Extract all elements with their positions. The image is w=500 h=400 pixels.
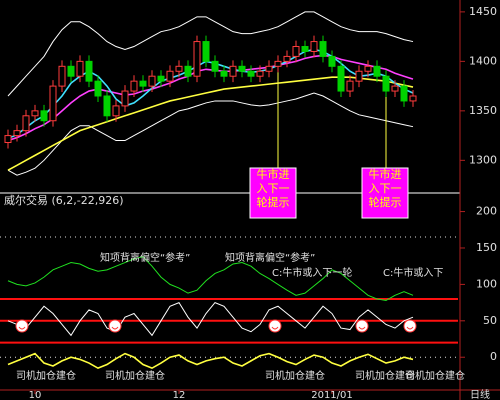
candle-body [157, 75, 165, 82]
y-tick-label: 1400 [469, 54, 497, 67]
x-tick-label: 2011/01 [311, 390, 353, 400]
series-line [7, 352, 414, 370]
signal-icon [355, 319, 369, 333]
candle-body [328, 55, 336, 67]
candle-body [202, 41, 210, 62]
candle-body [373, 65, 381, 77]
y-tick-label: 100 [476, 277, 497, 290]
annotation-line: 牛市进 [369, 167, 402, 181]
candle-body [409, 95, 417, 102]
period-label: 日线 [470, 388, 490, 400]
signal-smile [18, 326, 26, 330]
candle-body [67, 65, 75, 77]
annotation-box [361, 167, 409, 219]
y-tick-label: 200 [476, 205, 497, 218]
annotation: 司机加仓建仓 [105, 369, 165, 382]
candle-body [139, 80, 147, 87]
candle-body [382, 75, 390, 92]
annotation: 牛市进入下一轮提示 [369, 167, 402, 209]
series-line [7, 256, 414, 301]
y-tick-label: 1350 [469, 104, 497, 117]
annotation: 司机加仓建仓 [405, 369, 465, 382]
candle-body [103, 95, 111, 117]
candle-body [40, 110, 48, 122]
annotation-line: 入下一 [369, 182, 402, 195]
y-tick-label: 0 [490, 350, 497, 363]
candle-body [301, 46, 309, 52]
y-tick-label: 1300 [469, 153, 497, 166]
y-tick-label: 150 [476, 241, 497, 254]
signal-smile [111, 326, 119, 330]
candle-body [121, 90, 129, 107]
series-line [7, 11, 414, 97]
candle-body [247, 70, 255, 77]
candle-body [391, 85, 399, 92]
candle-body [94, 80, 102, 97]
candle-body [364, 65, 372, 72]
candle-body [265, 65, 273, 72]
signal-smile [358, 326, 366, 330]
candle-body [148, 75, 156, 87]
candle-body [85, 60, 93, 82]
y-tick-label: 50 [483, 314, 497, 327]
candle-body [130, 80, 138, 92]
candle-body [319, 41, 327, 57]
candle-body [13, 130, 21, 137]
candle-body [355, 70, 363, 82]
annotation: 司机加仓建仓 [265, 369, 325, 382]
candle-body [310, 41, 318, 52]
annotation-line: 轮提示 [369, 195, 402, 209]
annotation-line: 轮提示 [257, 195, 290, 209]
candle-body [346, 80, 354, 92]
candle-body [220, 70, 228, 77]
signal-smile [406, 326, 414, 330]
signal-icon [15, 319, 29, 333]
candle-body [211, 60, 219, 72]
candle-body [76, 60, 84, 77]
signal-icon [268, 319, 282, 333]
x-tick-label: 12 [173, 390, 186, 400]
candle-body [292, 46, 300, 57]
candle-body [166, 70, 174, 82]
candle-body [337, 65, 345, 92]
series-line [7, 92, 414, 176]
candle-body [184, 65, 192, 77]
candle-body [283, 55, 291, 62]
annotation: C:牛市或入下 [383, 266, 443, 279]
annotation: 知项背离偏空“参考” [225, 251, 315, 264]
candle-body [274, 60, 282, 67]
y-tick-label: 1450 [469, 5, 497, 18]
indicator-title: 威尔交易 (6,2,-22,926) [4, 193, 124, 207]
candle-body [256, 70, 264, 77]
annotation-line: 入下一 [257, 182, 290, 195]
candle-body [4, 135, 12, 144]
candle-body [112, 105, 120, 117]
series-line [7, 301, 414, 337]
annotation-box [249, 167, 297, 219]
annotation: 司机加仓建仓 [355, 369, 415, 382]
signal-icon [403, 319, 417, 333]
signal-smile [271, 326, 279, 330]
candle-body [49, 85, 57, 122]
candle-body [229, 65, 237, 77]
x-tick-label: 10 [29, 390, 42, 400]
annotation: 牛市进入下一轮提示 [257, 167, 290, 209]
series-line [7, 54, 414, 142]
annotation: 司机加仓建仓 [16, 369, 76, 382]
signal-icon [108, 319, 122, 333]
annotation-line: 牛市进 [257, 167, 290, 181]
series-line [7, 48, 414, 140]
candle-body [193, 41, 201, 77]
candle-body [175, 65, 183, 72]
annotation: C:牛市或入下一轮 [272, 266, 352, 279]
candle-body [238, 65, 246, 72]
series-line [7, 76, 414, 171]
candle-body [400, 85, 408, 102]
candle-body [22, 115, 30, 132]
annotation: 知项背离偏空“参考” [100, 251, 190, 264]
candle-body [31, 110, 39, 117]
candle-body [58, 65, 66, 87]
